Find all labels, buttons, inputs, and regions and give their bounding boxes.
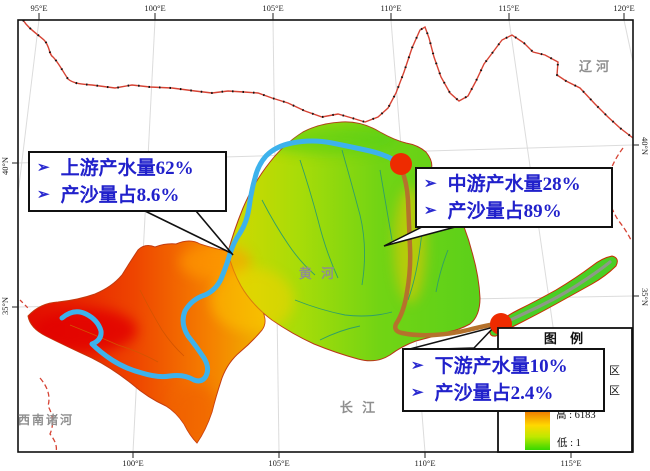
bottom-axis-label: 115°E <box>560 458 581 468</box>
legend-item-2-label: 区 <box>609 385 620 397</box>
upstream-water-text: 上游产水量62% <box>60 157 194 179</box>
upstream-sediment-row: ➢ 产沙量占8.6% <box>37 182 221 209</box>
yellow-river-middle-course <box>393 165 493 338</box>
midstream-water-row: ➢ 中游产水量28% <box>424 171 607 198</box>
downstream-water-row: ➢ 下游产水量10% <box>411 353 599 380</box>
midstream-callout: ➢ 中游产水量28% ➢ 产沙量占89% <box>415 167 613 228</box>
axis-labels: 95°E 100°E 105°E 110°E 115°E 120°E 100°E… <box>0 3 650 468</box>
yangtze-river-label: 长 江 <box>340 400 378 415</box>
legend-low-label: 低 : 1 <box>557 436 581 449</box>
callout-pointers <box>144 210 497 351</box>
midstream-sediment-text: 产沙量占89% <box>447 200 562 222</box>
yellow-river-label: 黄 河 <box>299 266 337 281</box>
legend-elevation-ramp <box>525 412 550 450</box>
right-axis-label: 40°N <box>640 137 650 155</box>
upper-tributary-streams <box>69 289 185 363</box>
southwest-rivers-label: 西南诸河 <box>18 412 74 427</box>
country-border <box>19 19 634 453</box>
bottom-axis-label: 110°E <box>414 458 435 468</box>
right-axis-label: 35°N <box>640 288 650 306</box>
top-axis-label: 100°E <box>144 3 165 13</box>
liaohe-river-label: 辽河 <box>579 59 613 74</box>
upstream-water-row: ➢ 上游产水量62% <box>37 155 221 182</box>
axis-ticks <box>12 13 639 458</box>
midstream-sediment-row: ➢ 产沙量占89% <box>424 198 607 225</box>
map-frame <box>17 19 634 453</box>
arrow-bullet-icon: ➢ <box>411 385 424 401</box>
bottom-axis-label: 100°E <box>122 458 143 468</box>
yellow-river-upper-course <box>59 138 402 384</box>
top-axis-label: 110°E <box>380 3 401 13</box>
middle-reach-marker-dot <box>390 153 412 175</box>
legend-item-1-label: 区 <box>609 365 620 377</box>
yellow-river-lower-course <box>491 260 612 330</box>
left-axis-label: 40°N <box>0 157 10 175</box>
downstream-callout: ➢ 下游产水量10% ➢ 产沙量占2.4% <box>402 348 605 412</box>
arrow-bullet-icon: ➢ <box>424 175 437 192</box>
bottom-axis-label: 105°E <box>268 458 289 468</box>
top-axis-label: 120°E <box>613 3 634 13</box>
downstream-sediment-text: 产沙量占2.4% <box>434 383 554 404</box>
top-axis-label: 115°E <box>498 3 519 13</box>
arrow-bullet-icon: ➢ <box>37 186 50 203</box>
arrow-bullet-icon: ➢ <box>411 358 424 374</box>
top-axis-label: 105°E <box>262 3 283 13</box>
legend-title: 图 例 <box>544 331 588 346</box>
upstream-sediment-text: 产沙量占8.6% <box>60 184 180 206</box>
downstream-water-text: 下游产水量10% <box>434 356 568 377</box>
left-axis-label: 35°N <box>0 297 10 315</box>
downstream-sediment-row: ➢ 产沙量占2.4% <box>411 380 599 407</box>
arrow-bullet-icon: ➢ <box>424 202 437 219</box>
arrow-bullet-icon: ➢ <box>37 159 50 176</box>
top-axis-label: 95°E <box>30 3 47 13</box>
midstream-water-text: 中游产水量28% <box>447 173 581 195</box>
upstream-callout: ➢ 上游产水量62% ➢ 产沙量占8.6% <box>28 151 227 212</box>
